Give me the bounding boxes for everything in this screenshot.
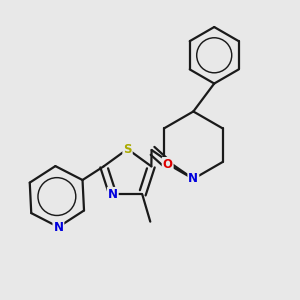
Text: N: N [108,188,118,201]
Text: S: S [123,142,132,155]
Text: N: N [53,220,63,233]
Text: O: O [163,158,173,171]
Text: N: N [188,172,198,185]
